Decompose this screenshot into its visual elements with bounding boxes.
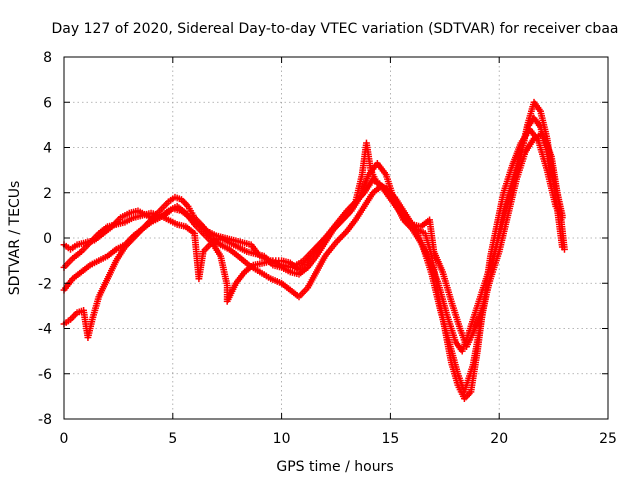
y-tick-labels: -8 -6 -4 -2 0 2 4 6 8 bbox=[38, 50, 52, 428]
y-tick-label: -2 bbox=[38, 276, 52, 292]
x-tick-label: 25 bbox=[599, 431, 617, 447]
data-series-3 bbox=[60, 98, 566, 355]
data-series-4 bbox=[60, 130, 568, 350]
x-tick-label: 0 bbox=[60, 431, 69, 447]
x-tick-label: 15 bbox=[381, 431, 399, 447]
y-tick-label: -6 bbox=[38, 367, 52, 383]
y-tick-label: -4 bbox=[38, 322, 52, 338]
x-tick-labels: 0 5 10 15 20 25 bbox=[60, 431, 617, 447]
y-axis-label: SDTVAR / TECUs bbox=[7, 181, 23, 296]
data-series-layer bbox=[60, 98, 568, 403]
y-tick-label: -8 bbox=[38, 412, 52, 428]
grid-lines bbox=[64, 57, 608, 419]
chart-title: Day 127 of 2020, Sidereal Day-to-day VTE… bbox=[52, 21, 619, 37]
x-axis-label: GPS time / hours bbox=[276, 459, 393, 475]
data-point bbox=[561, 245, 568, 253]
y-tick-label: 2 bbox=[43, 186, 52, 202]
x-tick-label: 5 bbox=[168, 431, 177, 447]
y-tick-label: 8 bbox=[43, 50, 52, 66]
y-tick-label: 4 bbox=[43, 141, 52, 157]
y-tick-label: 0 bbox=[43, 231, 52, 247]
y-tick-label: 6 bbox=[43, 95, 52, 111]
axis-ticks bbox=[63, 56, 609, 420]
x-tick-label: 20 bbox=[490, 431, 508, 447]
x-tick-label: 10 bbox=[273, 431, 291, 447]
